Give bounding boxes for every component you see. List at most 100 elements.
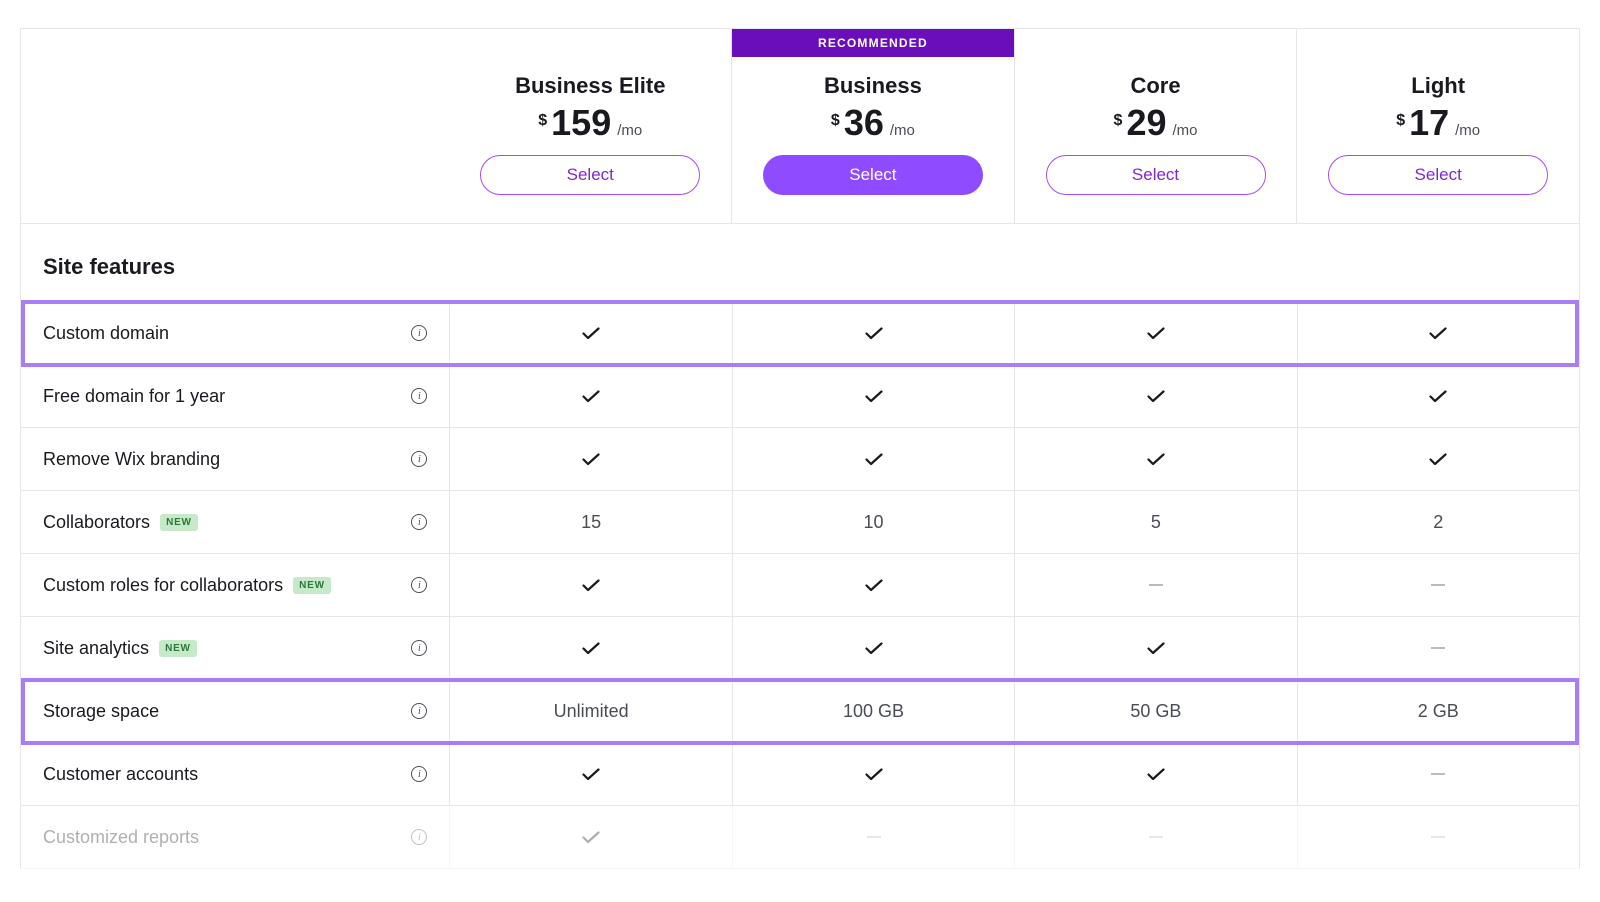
- currency-symbol: $: [1114, 112, 1123, 130]
- price-value: 36: [844, 105, 884, 141]
- feature-value-cell: 5: [1014, 491, 1296, 553]
- feature-row: Customized reports i: [21, 806, 1579, 869]
- plan-price: $17/mo: [1396, 105, 1480, 141]
- info-icon[interactable]: i: [411, 451, 427, 467]
- currency-symbol: $: [1396, 112, 1405, 130]
- select-plan-button[interactable]: Select: [480, 155, 700, 195]
- feature-value-cell: [1014, 617, 1296, 679]
- feature-value-cell: [449, 743, 731, 805]
- plan-name: Business: [824, 73, 922, 99]
- not-included-icon: [1431, 773, 1445, 775]
- feature-row: CollaboratorsNEWi151052: [21, 491, 1579, 554]
- plan-name: Light: [1411, 73, 1465, 99]
- feature-label: Custom domain: [43, 323, 169, 344]
- feature-label: Collaborators: [43, 512, 150, 533]
- header-empty-cell: [21, 29, 449, 223]
- select-plan-button[interactable]: Select: [1046, 155, 1266, 195]
- not-included-icon: [1431, 836, 1445, 838]
- feature-value-cell: [1014, 365, 1296, 427]
- price-period: /mo: [890, 122, 915, 139]
- info-icon[interactable]: i: [411, 577, 427, 593]
- feature-value-cell: [1014, 428, 1296, 490]
- feature-value: 100 GB: [843, 701, 904, 722]
- check-icon: [582, 579, 600, 591]
- feature-value: 2 GB: [1418, 701, 1459, 722]
- feature-label-cell: Free domain for 1 year i: [21, 365, 449, 427]
- price-value: 17: [1409, 105, 1449, 141]
- feature-row: Storage spaceiUnlimited 100 GB 50 GB 2 GB: [21, 680, 1579, 743]
- info-icon[interactable]: i: [411, 829, 427, 845]
- feature-label: Customized reports: [43, 827, 199, 848]
- feature-label: Customer accounts: [43, 764, 198, 785]
- recommended-badge: RECOMMENDED: [732, 29, 1014, 57]
- feature-value-cell: [732, 617, 1014, 679]
- feature-value-cell: [1014, 554, 1296, 616]
- feature-row: Custom domain i: [21, 302, 1579, 365]
- info-icon[interactable]: i: [411, 640, 427, 656]
- check-icon: [582, 831, 600, 843]
- feature-label-cell: Storage spacei: [21, 680, 449, 742]
- feature-value-cell: [1297, 743, 1579, 805]
- feature-value-cell: 2 GB: [1297, 680, 1579, 742]
- feature-label-cell: Remove Wix branding i: [21, 428, 449, 490]
- plan-header-business-elite: Business Elite $159/mo Select: [449, 29, 731, 223]
- feature-value-cell: [449, 554, 731, 616]
- check-icon: [582, 453, 600, 465]
- feature-label: Remove Wix branding: [43, 449, 220, 470]
- check-icon: [865, 327, 883, 339]
- feature-value-cell: 50 GB: [1014, 680, 1296, 742]
- info-icon[interactable]: i: [411, 703, 427, 719]
- info-icon[interactable]: i: [411, 388, 427, 404]
- feature-label: Custom roles for collaborators: [43, 575, 283, 596]
- check-icon: [1429, 390, 1447, 402]
- feature-value-cell: [732, 428, 1014, 490]
- check-icon: [865, 579, 883, 591]
- feature-value-cell: [449, 806, 731, 868]
- check-icon: [1147, 642, 1165, 654]
- plan-price: $159/mo: [538, 105, 642, 141]
- check-icon: [865, 768, 883, 780]
- check-icon: [582, 390, 600, 402]
- not-included-icon: [1431, 584, 1445, 586]
- plan-header-core: Core$29/moSelect: [1014, 29, 1297, 223]
- not-included-icon: [1431, 647, 1445, 649]
- feature-value-cell: 10: [732, 491, 1014, 553]
- not-included-icon: [1149, 584, 1163, 586]
- section-row: Site features: [21, 224, 1579, 302]
- feature-row: Free domain for 1 year i: [21, 365, 1579, 428]
- check-icon: [582, 768, 600, 780]
- section-title: Site features: [21, 224, 449, 302]
- feature-value: 15: [581, 512, 601, 533]
- plan-name: Business Elite: [515, 73, 665, 99]
- info-icon[interactable]: i: [411, 766, 427, 782]
- check-icon: [582, 642, 600, 654]
- feature-value-cell: [449, 428, 731, 490]
- select-plan-button[interactable]: Select: [1328, 155, 1548, 195]
- check-icon: [865, 390, 883, 402]
- info-icon[interactable]: i: [411, 325, 427, 341]
- price-value: 159: [551, 105, 611, 141]
- feature-value-cell: [732, 743, 1014, 805]
- feature-value-cell: [449, 302, 731, 364]
- feature-label: Free domain for 1 year: [43, 386, 225, 407]
- feature-value-cell: [732, 302, 1014, 364]
- feature-value-cell: [1297, 428, 1579, 490]
- price-period: /mo: [1173, 122, 1198, 139]
- feature-value-cell: [1297, 617, 1579, 679]
- info-icon[interactable]: i: [411, 514, 427, 530]
- feature-label-cell: Custom domain i: [21, 302, 449, 364]
- check-icon: [582, 327, 600, 339]
- feature-value-cell: [732, 806, 1014, 868]
- feature-value-cell: [1297, 806, 1579, 868]
- feature-value-cell: [1297, 302, 1579, 364]
- check-icon: [1429, 453, 1447, 465]
- feature-value-cell: [1014, 743, 1296, 805]
- check-icon: [1429, 327, 1447, 339]
- check-icon: [1147, 327, 1165, 339]
- not-included-icon: [1149, 836, 1163, 838]
- feature-value-cell: 2: [1297, 491, 1579, 553]
- select-plan-button[interactable]: Select: [763, 155, 983, 195]
- feature-value-cell: [1297, 554, 1579, 616]
- new-badge: NEW: [293, 577, 331, 594]
- feature-value-cell: Unlimited: [449, 680, 731, 742]
